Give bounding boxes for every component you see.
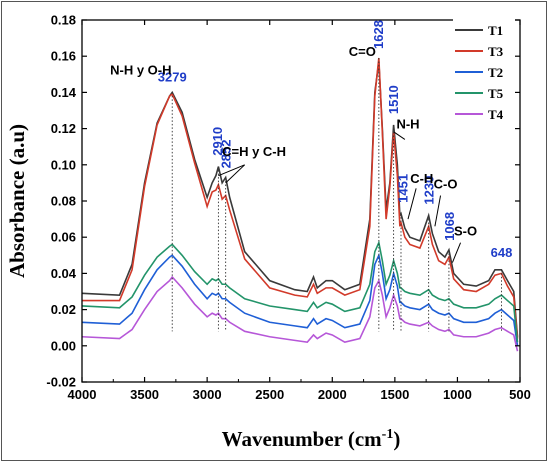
- legend-label-t1: T1: [488, 23, 503, 38]
- series-line-t2: [82, 252, 519, 346]
- y-tick-label: 0.12: [51, 121, 76, 136]
- annotation-arrow: [218, 164, 245, 177]
- y-tick-label: 0.02: [51, 302, 76, 317]
- legend-label-t4: T4: [488, 107, 504, 122]
- annotation-arrow: [434, 195, 442, 227]
- y-tick-label: 0.10: [51, 157, 76, 172]
- x-tick-label: 2000: [318, 387, 347, 402]
- x-tick-label: 1500: [380, 387, 409, 402]
- y-tick-label: 0.00: [51, 338, 76, 353]
- x-axis-title: Wavenumber (cm-1): [222, 427, 401, 451]
- peak-label-1628: 1628: [371, 20, 386, 49]
- y-tick-label: 0.08: [51, 194, 76, 209]
- group-label-0: N-H y O-H: [110, 62, 171, 77]
- group-label-4: C-H: [410, 171, 433, 186]
- series-line-t3: [82, 57, 519, 339]
- peak-label-3279: 3279: [158, 70, 187, 85]
- annotation-arrow: [393, 131, 406, 140]
- peak-label-1068: 1068: [442, 212, 457, 241]
- peak-label-1451: 1451: [395, 174, 410, 203]
- peak-label-648: 648: [491, 245, 513, 260]
- legend-label-t2: T2: [488, 65, 503, 80]
- series-line-t5: [82, 239, 519, 343]
- group-label-2: C=O: [349, 44, 376, 59]
- series-layer: [82, 57, 519, 352]
- x-tick-label: 3500: [130, 387, 159, 402]
- legend-background: [453, 18, 515, 129]
- y-tick-label: -0.02: [46, 375, 76, 390]
- y-tick-label: 0.06: [51, 230, 76, 245]
- annotation-arrow: [225, 164, 246, 184]
- legend-label-t3: T3: [488, 44, 504, 59]
- x-tick-label: 4000: [68, 387, 97, 402]
- x-tick-label: 3000: [193, 387, 222, 402]
- y-tick-label: 0.14: [51, 85, 77, 100]
- series-line-t4: [82, 275, 519, 352]
- group-label-6: S-O: [454, 223, 477, 238]
- legend: T1 T3 T2 T5 T4: [453, 18, 515, 129]
- annotation-arrow: [451, 242, 462, 263]
- group-label-3: N-H: [396, 117, 419, 132]
- peak-guide-lines: [171, 58, 502, 332]
- y-tick-label: 0.18: [51, 13, 76, 28]
- group-label-1: C=H y C-H: [222, 144, 286, 159]
- y-tick-label: 0.04: [51, 266, 77, 281]
- y-tick-label: 0.16: [51, 49, 76, 64]
- peak-label-1510: 1510: [386, 85, 401, 114]
- x-tick-label: 500: [509, 387, 531, 402]
- annotation-arrow: [407, 188, 417, 220]
- x-tick-label: 2500: [255, 387, 284, 402]
- peak-label-2910: 2910: [210, 127, 225, 156]
- legend-label-t5: T5: [488, 86, 504, 101]
- peak-label-2852: 2852: [219, 139, 234, 168]
- x-tick-label: 1000: [443, 387, 472, 402]
- group-label-5: C-O: [434, 176, 458, 191]
- peak-label-1230: 1230: [422, 176, 437, 205]
- y-axis-title: Absorbance (a.u): [5, 124, 29, 278]
